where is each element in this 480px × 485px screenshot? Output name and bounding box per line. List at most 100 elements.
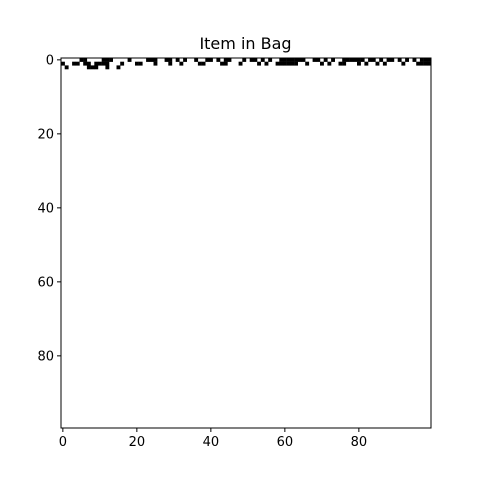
heatmap-cell bbox=[294, 61, 298, 66]
heatmap-cell bbox=[379, 58, 384, 62]
heatmap-cell bbox=[83, 58, 88, 62]
y-tick-label: 20 bbox=[37, 127, 54, 142]
heatmap-cell bbox=[153, 58, 158, 62]
heatmap-cell bbox=[412, 58, 417, 62]
heatmap-cell bbox=[201, 61, 206, 66]
heatmap-cell bbox=[286, 61, 291, 66]
heatmap-cell bbox=[275, 61, 280, 66]
heatmap-cell bbox=[290, 58, 295, 62]
heatmap-cells bbox=[61, 58, 432, 70]
heatmap-cell bbox=[164, 58, 169, 62]
heatmap-cell bbox=[320, 61, 324, 66]
heatmap-cell bbox=[279, 58, 284, 62]
heatmap-cell bbox=[371, 58, 376, 62]
heatmap-cell bbox=[116, 65, 121, 70]
y-axis: 0 20 40 60 80 bbox=[37, 53, 61, 364]
heatmap-cell bbox=[223, 58, 228, 62]
heatmap-cell bbox=[290, 61, 295, 66]
heatmap-cell bbox=[312, 58, 317, 62]
heatmap-cell bbox=[360, 58, 365, 62]
heatmap-cell bbox=[423, 58, 428, 62]
x-tick-label: 40 bbox=[203, 435, 220, 450]
x-tick-label: 80 bbox=[351, 435, 368, 450]
heatmap-cell bbox=[109, 58, 113, 62]
heatmap-cell bbox=[135, 61, 139, 66]
heatmap-cell bbox=[283, 61, 287, 66]
heatmap-cell bbox=[294, 58, 298, 62]
heatmap-cell bbox=[390, 58, 395, 62]
heatmap-cell bbox=[105, 61, 110, 66]
heatmap-cell bbox=[397, 58, 402, 62]
heatmap-cell bbox=[238, 61, 243, 66]
heatmap-cell bbox=[297, 58, 302, 62]
heatmap-cell bbox=[316, 58, 321, 62]
heatmap-cell bbox=[375, 61, 380, 66]
heatmap-cell bbox=[357, 58, 361, 62]
heatmap-cell bbox=[286, 58, 291, 62]
heatmap-cell bbox=[253, 58, 258, 62]
heatmap-cell bbox=[168, 58, 173, 62]
x-tick-label: 60 bbox=[277, 435, 294, 450]
heatmap-cell bbox=[72, 61, 76, 66]
heatmap-cell bbox=[175, 58, 180, 62]
heatmap-cell bbox=[427, 58, 432, 62]
heatmap-cell bbox=[86, 61, 91, 66]
heatmap-cell bbox=[416, 61, 421, 66]
heatmap-cell bbox=[64, 65, 69, 70]
y-tick-label: 60 bbox=[37, 275, 54, 290]
heatmap-cell bbox=[382, 61, 387, 66]
x-tick-label: 0 bbox=[59, 435, 67, 450]
plot-frame bbox=[60, 57, 432, 429]
heatmap-cell bbox=[342, 58, 347, 62]
heatmap-cell bbox=[301, 58, 306, 62]
heatmap-cell bbox=[127, 58, 132, 62]
heatmap-cell bbox=[368, 58, 372, 62]
heatmap-cell bbox=[419, 58, 424, 62]
heatmap-cell bbox=[220, 61, 224, 66]
heatmap-cell bbox=[279, 61, 284, 66]
heatmap-cell bbox=[146, 58, 150, 62]
heatmap-cell bbox=[179, 61, 184, 66]
heatmap-cell bbox=[79, 58, 84, 62]
heatmap-cell bbox=[105, 58, 110, 62]
heatmap-cell bbox=[242, 58, 247, 62]
heatmap-cell bbox=[260, 58, 265, 62]
heatmap-cell bbox=[386, 58, 391, 62]
heatmap-cell bbox=[105, 65, 110, 70]
heatmap-cell bbox=[401, 61, 406, 66]
x-axis: 0 20 40 60 80 bbox=[59, 428, 367, 450]
heatmap-cell bbox=[305, 61, 310, 66]
heatmap-cell bbox=[353, 58, 358, 62]
heatmap-cell bbox=[61, 61, 65, 66]
y-tick-label: 80 bbox=[37, 349, 54, 364]
heatmap-cell bbox=[183, 58, 187, 62]
heatmap-cell bbox=[257, 61, 261, 66]
heatmap-cell bbox=[94, 61, 99, 66]
plot-background bbox=[61, 58, 431, 428]
heatmap-cell bbox=[419, 61, 424, 66]
heatmap-cell bbox=[357, 61, 361, 66]
y-tick-label: 40 bbox=[37, 201, 54, 216]
heatmap-cell bbox=[249, 58, 254, 62]
heatmap-cell bbox=[168, 61, 173, 66]
heatmap-cell bbox=[331, 58, 335, 62]
heatmap-cell bbox=[86, 65, 91, 70]
heatmap-cell bbox=[75, 61, 80, 66]
heatmap-cell bbox=[153, 61, 158, 66]
heatmap-cell bbox=[349, 58, 354, 62]
heatmap-cell bbox=[90, 65, 95, 70]
heatmap-cell bbox=[342, 61, 347, 66]
heatmap-cell bbox=[197, 61, 202, 66]
heatmap-cell bbox=[227, 58, 232, 62]
heatmap-cell bbox=[205, 58, 210, 62]
heatmap-cell bbox=[283, 58, 287, 62]
heatmap-cell bbox=[194, 58, 199, 62]
heatmap-cell bbox=[364, 61, 369, 66]
y-tick-label: 0 bbox=[46, 53, 54, 68]
heatmap-cell bbox=[209, 58, 213, 62]
heatmap-cell bbox=[345, 58, 350, 62]
heatmap-cell bbox=[216, 58, 221, 62]
chart-title: Item in Bag bbox=[199, 34, 291, 53]
